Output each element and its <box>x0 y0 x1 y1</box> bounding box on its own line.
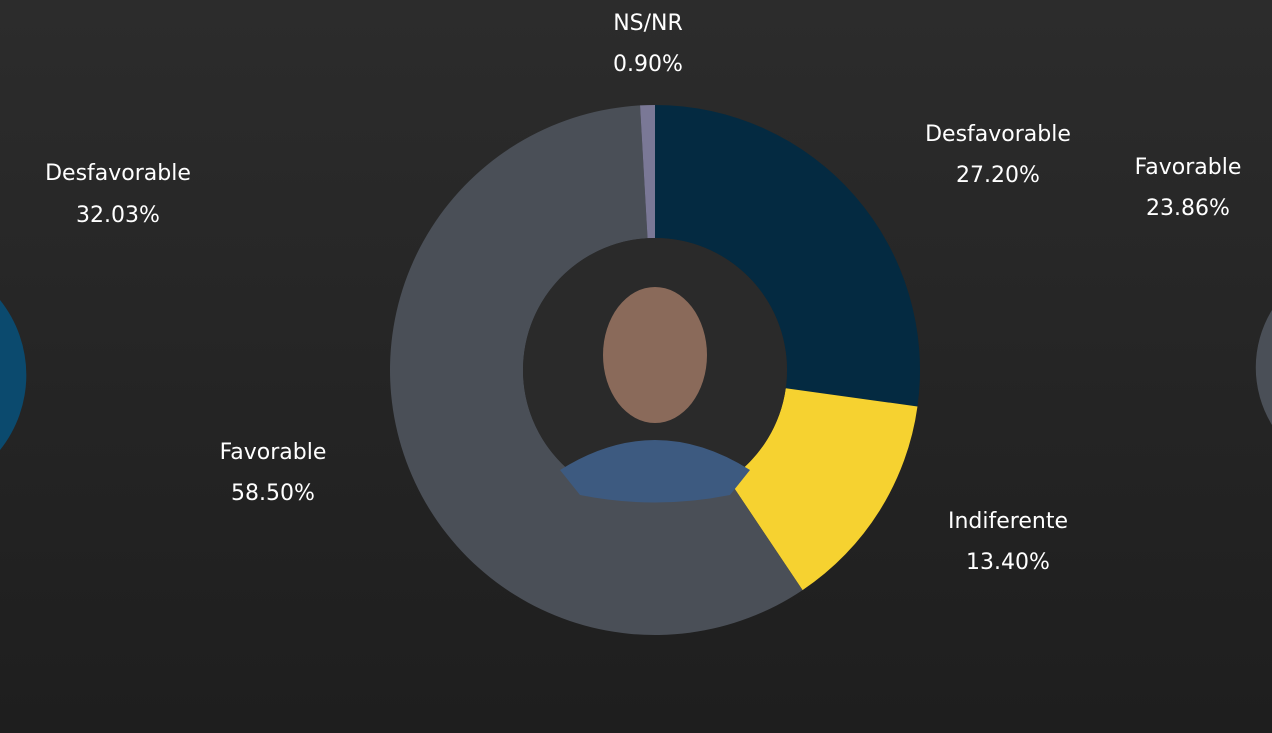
left-chart-edge <box>0 300 27 450</box>
slice-label: Indiferente <box>948 509 1068 534</box>
donut-slice <box>728 388 918 591</box>
donut-slice <box>390 105 803 636</box>
side-label: Favorable <box>1135 155 1242 180</box>
slice-value: 58.50% <box>231 481 315 506</box>
donut-chart <box>390 105 921 636</box>
donut-slice <box>640 105 655 239</box>
slice-label: Favorable <box>220 440 327 465</box>
side-label: Desfavorable <box>45 161 191 186</box>
slice-value: 0.90% <box>613 52 683 77</box>
slice-label: NS/NR <box>613 11 683 36</box>
slice-label: Desfavorable <box>925 122 1071 147</box>
slice-value: 13.40% <box>966 550 1050 575</box>
photo-shoulders <box>560 440 750 503</box>
side-value: 32.03% <box>76 203 160 228</box>
slice-value: 27.20% <box>956 163 1040 188</box>
photo-face <box>603 287 707 423</box>
donut-slice <box>655 105 921 407</box>
side-value: 23.86% <box>1146 196 1230 221</box>
right-chart-edge <box>1255 310 1272 425</box>
